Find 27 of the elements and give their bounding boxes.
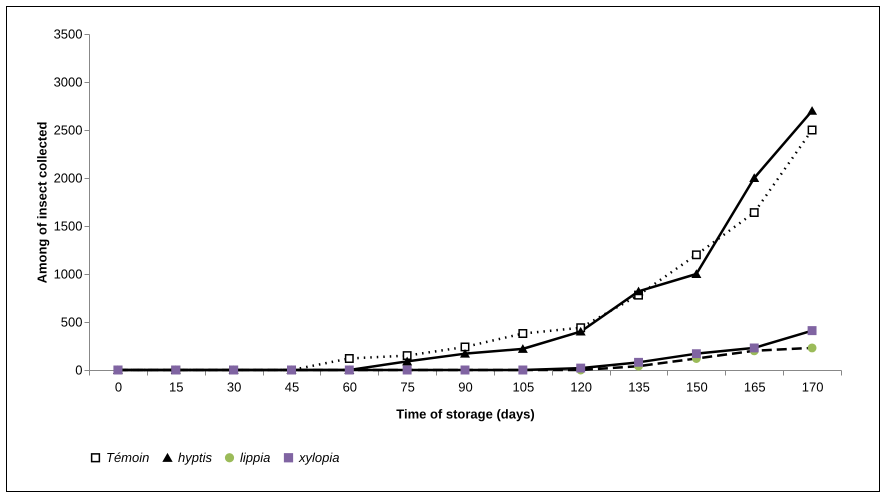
legend-label: lippia bbox=[240, 450, 270, 465]
x-tick-label: 165 bbox=[744, 380, 766, 394]
x-axis-title: Time of storage (days) bbox=[396, 406, 535, 422]
x-tick-label: 120 bbox=[570, 380, 592, 394]
y-axis-title: Among of insect collected bbox=[34, 122, 50, 284]
y-tick-label: 3000 bbox=[54, 74, 82, 90]
x-tick-label: 45 bbox=[284, 380, 300, 394]
x-tick-label: 135 bbox=[628, 380, 650, 394]
x-tick-label: 170 bbox=[802, 380, 824, 394]
legend-label: hyptis bbox=[178, 450, 212, 465]
y-tick-label: 1500 bbox=[54, 218, 82, 234]
legend-label: xylopia bbox=[298, 450, 340, 465]
x-tick-label: 75 bbox=[400, 380, 415, 394]
x-tick-label: 90 bbox=[458, 380, 473, 394]
x-tick-label: 60 bbox=[342, 380, 358, 394]
y-tick-label: 1000 bbox=[54, 266, 82, 282]
legend-label: Témoin bbox=[106, 450, 150, 465]
y-tick-label: 2500 bbox=[54, 122, 82, 138]
x-tick-label: 0 bbox=[114, 380, 122, 394]
x-tick-label: 150 bbox=[686, 380, 708, 394]
x-tick-label: 30 bbox=[226, 380, 242, 394]
y-tick-label: 500 bbox=[60, 314, 82, 330]
x-tick-label: 15 bbox=[169, 380, 184, 394]
x-tick-label: 105 bbox=[512, 380, 534, 394]
y-tick-label: 3500 bbox=[54, 26, 82, 42]
y-tick-label: 0 bbox=[75, 362, 82, 378]
y-tick-label: 2000 bbox=[54, 170, 82, 186]
